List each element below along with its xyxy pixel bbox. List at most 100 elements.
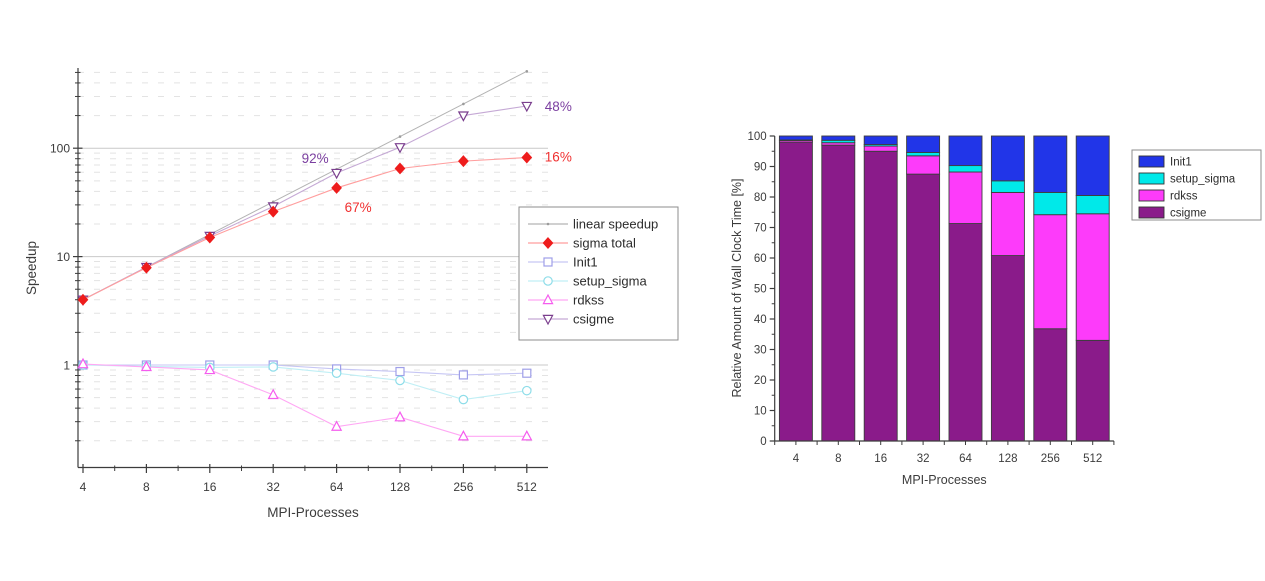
annotation-67pct: 67% (345, 200, 372, 215)
bar-segment-csigme (863, 150, 898, 442)
legend-marker-sample (546, 222, 550, 226)
legend: linear speedup sigma total Init1 setup_sigm… (518, 206, 679, 341)
data-point (140, 360, 153, 372)
bar-segment-setup-sigma (906, 152, 941, 157)
legend-item-setup-sigma: setup_sigma (528, 274, 647, 289)
data-point (141, 261, 152, 274)
bar-segment-Init1 (948, 135, 983, 167)
bar-segment-rdkss (1033, 214, 1068, 330)
bar-group-4 (778, 135, 813, 442)
axes: 0 10 20 30 40 50 60 70 80 90 100 4 8 16 32 64 128 256 512 (748, 131, 1115, 465)
bar-group-32 (906, 135, 941, 442)
data-point (394, 410, 406, 422)
x-tick-label: 16 (874, 453, 887, 465)
data-point (395, 375, 405, 386)
bar-segment-rdkss (990, 191, 1025, 257)
speedup-chart: 1 10 100 4 8 16 32 64 128 256 512 Speedup MPI-Proces… (24, 68, 679, 520)
legend-marker-sample (542, 293, 554, 305)
data-point (330, 168, 343, 180)
legend-item-rdkss: rdkss (528, 293, 605, 308)
legend-label: setup_sigma (573, 274, 647, 289)
legend-swatch (1138, 155, 1165, 168)
legend-label: Init1 (573, 255, 598, 270)
data-point (458, 394, 469, 405)
bar-segment-csigme (778, 141, 813, 442)
legend-item-csigme: csigme (1138, 206, 1206, 220)
data-point (522, 368, 532, 378)
data-point (204, 363, 216, 375)
grid-major (78, 147, 548, 366)
bars (778, 135, 1110, 442)
annotations: 92% 67% 48% 16% (302, 99, 572, 215)
data-point (521, 430, 533, 441)
annotation-48pct: 48% (545, 99, 572, 114)
bar-group-8 (821, 135, 856, 442)
annotation-92pct: 92% (302, 151, 329, 166)
legend-item-Init1: Init1 (528, 255, 598, 270)
legend-item-linear-speedup: linear speedup (528, 217, 658, 232)
y-tick-label: 10 (754, 406, 767, 418)
series-sigma-total (77, 151, 533, 306)
x-tick-label: 512 (517, 480, 537, 494)
bar-segment-Init1 (821, 135, 856, 141)
data-point (267, 388, 279, 400)
bar-segment-Init1 (778, 135, 813, 141)
legend-label: linear speedup (573, 217, 658, 232)
data-point (457, 430, 470, 441)
legend-label: rdkss (1170, 191, 1198, 203)
x-tick-label: 32 (267, 480, 281, 494)
wallclock-chart: 0 10 20 30 40 50 60 70 80 90 100 4 8 16 32 64 128 256 512 M… (730, 131, 1262, 487)
bar-segment-rdkss (906, 155, 941, 175)
bar-segment-rdkss (863, 145, 898, 152)
legend-swatch (1138, 189, 1165, 202)
legend-item-csigme: csigme (528, 312, 614, 327)
legend-marker-sample (543, 257, 553, 267)
y-tick-label: 100 (50, 142, 70, 156)
y-tick-label: 0 (760, 436, 766, 448)
data-point (394, 143, 406, 154)
x-tick-label: 64 (959, 453, 972, 465)
bar-segment-Init1 (863, 135, 898, 145)
legend-marker-sample (542, 314, 554, 326)
series-line (82, 156, 527, 301)
legend-item-rdkss: rdkss (1138, 189, 1198, 203)
series-rdkss (77, 357, 533, 441)
legend-label: setup_sigma (1170, 174, 1236, 186)
legend-marker-sample (543, 276, 553, 286)
x-tick-label: 8 (143, 480, 150, 494)
y-tick-label: 10 (57, 250, 71, 264)
data-point (204, 231, 216, 244)
x-tick-label: 128 (390, 480, 410, 494)
bar-segment-rdkss (948, 171, 983, 224)
bar-segment-csigme (906, 173, 941, 442)
data-point (330, 420, 343, 431)
data-point (395, 366, 405, 377)
x-tick-label: 256 (1041, 453, 1060, 465)
data-point (521, 101, 533, 113)
y-axis-title: Relative Amount of Wall Clock Time [%] (730, 178, 744, 397)
data-point (77, 293, 89, 306)
bar-segment-Init1 (906, 135, 941, 153)
y-tick-label: 100 (748, 131, 767, 143)
data-point (331, 368, 342, 379)
legend-label: csigme (1170, 208, 1206, 220)
legend-item-setup-sigma: setup_sigma (1138, 172, 1236, 186)
bar-group-16 (863, 135, 898, 442)
x-axis-title: MPI-Processes (267, 505, 359, 520)
series-setup-sigma (78, 360, 532, 405)
y-tick-label: 1 (63, 359, 70, 373)
legend-marker-sample (542, 237, 554, 249)
x-tick-label: 8 (835, 453, 841, 465)
bar-segment-setup-sigma (1075, 195, 1110, 215)
bar-segment-rdkss (1075, 213, 1110, 341)
y-tick-label: 70 (754, 223, 767, 235)
data-point (267, 205, 279, 218)
bar-segment-csigme (1033, 328, 1068, 442)
bar-segment-setup-sigma (948, 165, 983, 173)
bar-group-64 (948, 135, 983, 442)
bar-segment-Init1 (1033, 135, 1068, 193)
data-point (462, 102, 465, 106)
